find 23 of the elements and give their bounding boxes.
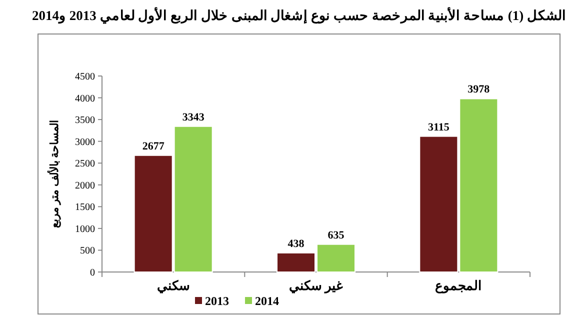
y-axis-title: المساحة بالألف متر مربع bbox=[47, 120, 61, 228]
data-label: 438 bbox=[288, 238, 305, 250]
x-tick-label: سكني bbox=[156, 278, 190, 294]
y-tick-label: 2500 bbox=[75, 158, 95, 170]
data-label: 2677 bbox=[142, 140, 165, 152]
y-tick-label: 3000 bbox=[75, 136, 95, 148]
y-tick-label: 4500 bbox=[75, 72, 95, 82]
y-tick-label: 3500 bbox=[75, 115, 95, 126]
data-label: 3343 bbox=[182, 111, 205, 124]
legend-label: 2014 bbox=[255, 294, 279, 308]
data-label: 635 bbox=[328, 229, 345, 242]
y-tick-label: 4000 bbox=[75, 93, 95, 104]
y-tick-label: 1500 bbox=[75, 202, 95, 214]
y-tick-label: 500 bbox=[80, 246, 95, 257]
x-tick-label: المجموع bbox=[435, 278, 482, 294]
legend-label: 2013 bbox=[205, 294, 229, 308]
y-tick-label: 1000 bbox=[75, 224, 95, 235]
data-label: 3978 bbox=[468, 84, 490, 96]
y-tick-label: 0 bbox=[90, 268, 95, 278]
x-tick-label: غير سكني bbox=[288, 278, 344, 294]
data-label: 3115 bbox=[428, 121, 450, 134]
y-tick-label: 2000 bbox=[75, 180, 95, 192]
chart-title: الشكل (1) مساحة الأبنية المرخصة حسب نوع إشغال المبنى خلال الربع الأول لعامي 2013 و2014 bbox=[32, 6, 566, 25]
